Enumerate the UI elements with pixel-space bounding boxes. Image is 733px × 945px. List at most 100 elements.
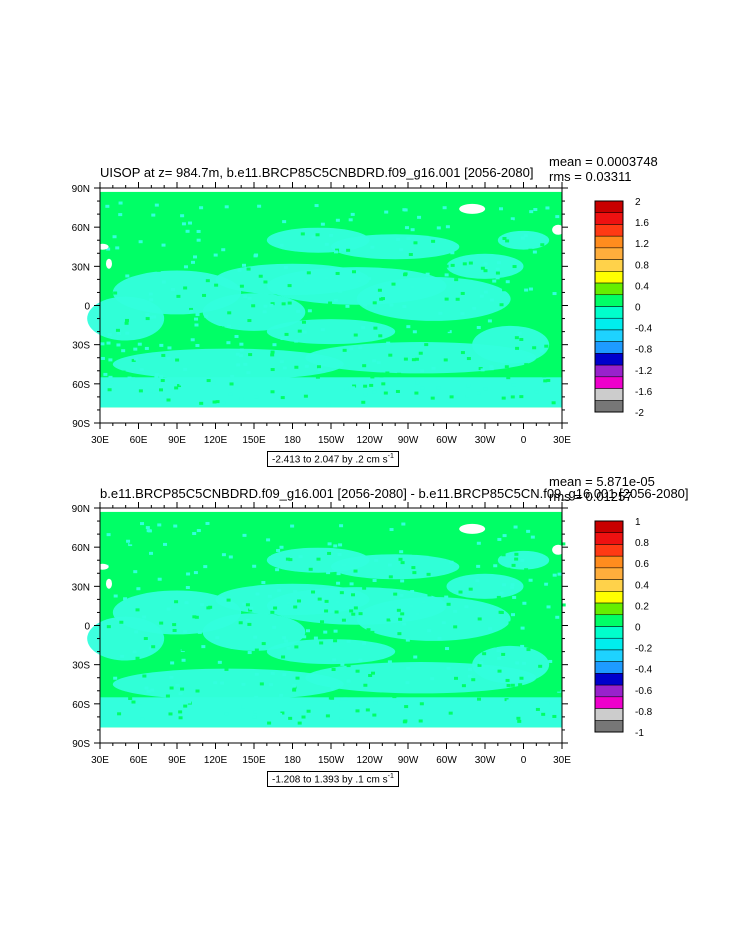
grid-cell — [367, 277, 372, 281]
grid-cell — [446, 399, 451, 403]
grid-cell — [386, 618, 391, 622]
lon-label: 60E — [130, 435, 148, 446]
grid-cell — [454, 676, 459, 680]
colorbar-label: 0.6 — [635, 559, 649, 570]
grid-cell — [317, 597, 322, 601]
grid-cell — [224, 205, 229, 209]
grid-cell — [161, 353, 166, 357]
colorbar-box — [594, 259, 624, 272]
grid-cell — [372, 390, 377, 394]
grid-cell — [233, 572, 238, 576]
colorbar-label: -0.4 — [635, 665, 653, 676]
grid-cell — [522, 601, 527, 605]
grid-cell — [270, 302, 275, 306]
grid-cell — [183, 630, 188, 634]
grid-cell — [553, 612, 558, 616]
grid-cell — [460, 291, 465, 295]
grid-cell — [205, 279, 210, 283]
colorbar-label: 0.2 — [635, 601, 649, 612]
grid-cell — [283, 336, 288, 340]
grid-cell — [475, 579, 480, 583]
grid-cell — [206, 379, 211, 383]
grid-cell — [136, 698, 141, 702]
missing-data-region — [105, 258, 112, 269]
grid-cell — [290, 207, 295, 211]
grid-cell — [493, 564, 498, 568]
grid-cell — [320, 306, 325, 310]
grid-cell — [510, 395, 515, 399]
grid-cell — [215, 400, 220, 404]
grid-cell — [145, 313, 150, 317]
grid-cell — [293, 590, 298, 594]
grid-cell — [286, 601, 291, 605]
grid-cell — [446, 666, 451, 670]
grid-cell — [185, 586, 190, 590]
grid-cell — [483, 262, 488, 266]
grid-cell — [131, 700, 136, 704]
colorbar-label: 1.2 — [635, 239, 649, 250]
grid-cell — [551, 401, 556, 405]
grid-cell — [330, 696, 335, 700]
grid-cell — [418, 351, 423, 355]
grid-cell — [526, 355, 531, 359]
grid-cell — [272, 625, 277, 629]
grid-cell — [286, 596, 291, 600]
grid-cell — [168, 712, 173, 716]
colorbar-box — [594, 341, 624, 354]
grid-cell — [243, 294, 248, 298]
grid-cell — [216, 335, 221, 339]
grid-cell — [531, 613, 536, 617]
grid-cell — [239, 397, 244, 401]
grid-cell — [468, 587, 473, 591]
grid-cell — [504, 365, 509, 369]
grid-cell — [124, 318, 129, 322]
grid-cell — [342, 348, 347, 352]
grid-cell — [409, 604, 414, 608]
grid-cell — [280, 336, 285, 340]
grid-cell — [257, 246, 262, 250]
grid-cell — [171, 657, 176, 661]
grid-cell — [239, 354, 244, 358]
grid-cell — [262, 310, 267, 314]
grid-cell — [175, 571, 180, 575]
grid-cell — [417, 215, 422, 219]
grid-cell — [205, 521, 210, 525]
grid-cell — [174, 600, 179, 604]
grid-cell — [305, 205, 310, 209]
grid-cell — [176, 294, 181, 298]
colorbar-box — [594, 661, 624, 674]
lat-label: 0 — [84, 622, 90, 633]
grid-cell — [349, 582, 354, 586]
grid-cell — [202, 293, 207, 297]
grid-cell — [166, 356, 171, 360]
grid-cell — [334, 610, 339, 614]
grid-cell — [270, 353, 275, 357]
grid-cell — [516, 716, 521, 720]
grid-cell — [183, 704, 188, 708]
grid-cell — [173, 343, 178, 347]
grid-cell — [498, 210, 503, 214]
grid-cell — [253, 710, 258, 714]
grid-cell — [508, 621, 513, 625]
grid-cell — [186, 644, 191, 648]
grid-cell — [420, 369, 425, 373]
grid-cell — [412, 551, 417, 555]
colorbar-box — [594, 271, 624, 284]
grid-cell — [113, 594, 118, 598]
grid-cell — [163, 224, 168, 228]
grid-cell — [346, 639, 351, 643]
grid-cell — [174, 386, 179, 390]
grid-cell — [286, 719, 291, 723]
grid-cell — [134, 357, 139, 361]
grid-cell — [346, 679, 351, 683]
grid-cell — [295, 676, 300, 680]
grid-cell — [515, 346, 520, 350]
colorbar-label: -0.8 — [635, 707, 653, 718]
grid-cell — [107, 333, 112, 337]
grid-cell — [482, 652, 487, 656]
grid-cell — [206, 201, 211, 205]
grid-cell — [388, 353, 393, 357]
grid-cell — [489, 367, 494, 371]
lat-label: 30N — [72, 262, 90, 273]
colorbar-label: -1.6 — [635, 387, 653, 398]
